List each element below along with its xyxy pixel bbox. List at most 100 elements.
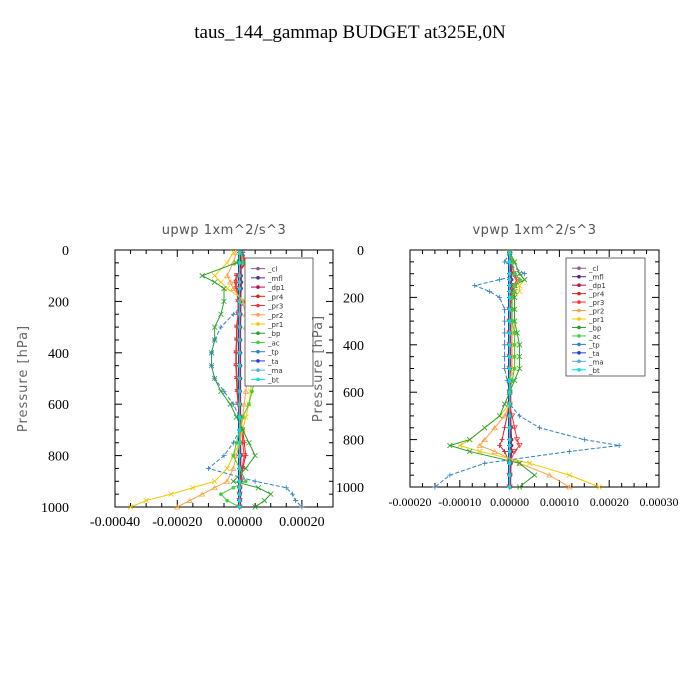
data-point [243, 414, 249, 420]
x-tick-label: -0.00020 [389, 495, 432, 509]
data-point [198, 491, 206, 497]
data-point [507, 307, 512, 312]
data-point [209, 350, 215, 356]
legend: _cl_mfl_dp1_pr4_pr3_pr2_pr1_bp_ac_tp_ta_… [244, 257, 314, 387]
y-axis-label: Pressure [hPa] [16, 325, 31, 432]
data-point [242, 388, 250, 394]
data-point [244, 479, 248, 484]
data-point [237, 402, 242, 407]
data-point [237, 466, 242, 471]
data-point [230, 478, 237, 485]
data-point [501, 401, 508, 407]
data-point [502, 330, 508, 336]
data-point [231, 453, 236, 458]
data-point [507, 461, 512, 466]
data-point [566, 448, 572, 454]
legend-label: _ac [267, 339, 280, 347]
legend-label: _pr2 [588, 308, 604, 316]
data-point [225, 498, 229, 503]
data-point [230, 260, 237, 266]
data-point [447, 472, 453, 478]
data-point [516, 460, 523, 467]
data-point [237, 440, 242, 445]
data-point [507, 402, 512, 406]
data-point [230, 401, 236, 407]
x-tick-label: 0.00010 [540, 495, 579, 509]
data-point [237, 428, 242, 432]
data-point [531, 472, 538, 478]
data-point [237, 498, 242, 503]
data-point [237, 453, 242, 458]
data-point [237, 250, 242, 255]
data-point [502, 318, 508, 324]
data-point [237, 273, 242, 278]
data-point [512, 343, 517, 347]
x-tick-label: -0.00010 [438, 495, 481, 509]
data-point [211, 484, 218, 491]
data-point [499, 437, 505, 443]
data-point [512, 283, 517, 288]
legend-marker [256, 368, 260, 372]
data-point [252, 478, 258, 484]
data-point [237, 280, 242, 284]
data-point [507, 289, 512, 294]
legend-marker [256, 285, 260, 289]
legend-marker [577, 359, 581, 364]
data-point [507, 473, 512, 477]
data-point [512, 366, 517, 371]
data-point [507, 250, 512, 255]
legend-marker [577, 274, 581, 279]
x-tick-label: 0.00020 [590, 495, 629, 509]
data-point [127, 504, 134, 510]
data-point [507, 437, 512, 442]
data-point [209, 363, 215, 369]
y-tick-label: 800 [343, 434, 364, 449]
legend-label: _cl [267, 266, 277, 274]
data-point [221, 388, 227, 394]
x-tick-label: 0.00000 [490, 495, 529, 509]
legend-label: _dp1 [588, 282, 606, 290]
data-point [507, 443, 512, 448]
data-point [512, 271, 517, 276]
legend-label: _pr4 [267, 293, 284, 301]
legend-marker [577, 334, 581, 338]
data-point [237, 351, 242, 355]
data-point [237, 492, 242, 496]
data-point [472, 283, 478, 289]
data-point [507, 485, 512, 489]
data-point [507, 390, 512, 395]
data-point [516, 365, 523, 372]
data-point [457, 442, 463, 449]
series-line [434, 252, 620, 488]
data-point [190, 484, 196, 491]
x-tick-label: 0.00020 [279, 515, 325, 530]
legend-marker [577, 317, 581, 321]
data-point [237, 389, 242, 394]
legend-marker [577, 266, 581, 271]
y-tick-label: 400 [343, 339, 364, 354]
legend-marker [256, 312, 260, 317]
legend-marker [256, 340, 260, 345]
data-point [566, 484, 573, 490]
data-point [224, 260, 230, 266]
data-point [502, 342, 508, 348]
data-point [516, 342, 523, 348]
data-point [566, 472, 573, 478]
legend-label: _ma [588, 358, 604, 366]
legend-label: _bp [588, 324, 602, 332]
legend-label: _tp [588, 341, 600, 349]
legend-marker [256, 303, 260, 308]
legend-label: _cl [588, 265, 598, 273]
data-point [507, 331, 512, 335]
legend-label: _bp [267, 330, 281, 338]
data-point [199, 272, 205, 279]
data-point [502, 425, 508, 431]
series-bt [237, 250, 242, 509]
data-point [466, 448, 473, 455]
y-tick-label: 0 [357, 244, 364, 259]
data-point [507, 378, 512, 383]
data-point [521, 276, 528, 283]
data-point [237, 312, 242, 317]
data-point [476, 442, 483, 448]
data-point [224, 465, 230, 472]
